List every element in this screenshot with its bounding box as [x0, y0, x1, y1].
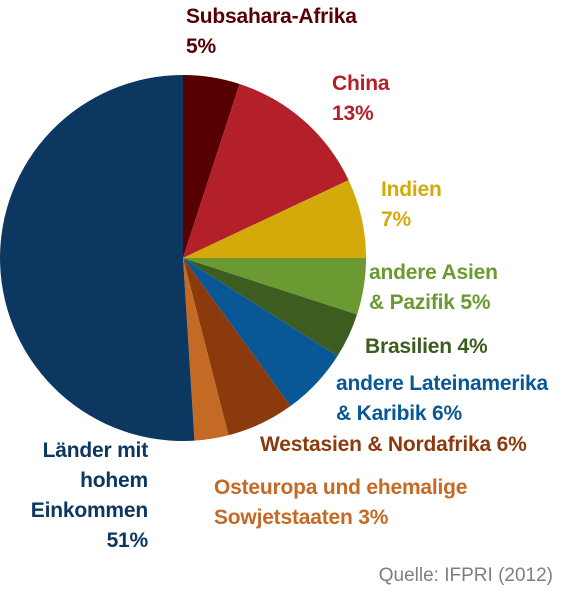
- slice-label-line: andere Lateinamerika: [336, 372, 548, 395]
- pie-slice-0: [183, 75, 240, 258]
- pie-slice-1: [183, 83, 349, 259]
- slice-label-line: Sowjetstaaten 3%: [214, 506, 389, 529]
- slice-label-line: & Pazifik 5%: [369, 291, 491, 314]
- slice-label-1: China 13%: [332, 69, 390, 129]
- pie-slice-8: [0, 75, 195, 442]
- slice-label-line: 13%: [332, 102, 374, 125]
- slice-label-line: 51%: [106, 529, 149, 552]
- slice-label-6: Westasien & Nordafrika 6%: [260, 430, 527, 460]
- slice-label-0: Subsahara-Afrika 5%: [186, 2, 357, 62]
- slice-label-line: hohem: [80, 469, 148, 492]
- slice-label-line: & Karibik 6%: [336, 402, 462, 425]
- slice-label-line: Subsahara-Afrika: [186, 5, 357, 28]
- slice-label-line: 7%: [381, 208, 411, 231]
- slice-label-4: Brasilien 4%: [365, 332, 488, 362]
- slice-label-line: China: [332, 72, 390, 95]
- slice-label-line: 5%: [186, 35, 216, 58]
- slice-label-line: Einkommen: [30, 499, 148, 522]
- pie-slice-7: [183, 258, 229, 441]
- slice-label-line: andere Asien: [369, 261, 498, 284]
- source-note: Quelle: IFPRI (2012): [378, 565, 553, 586]
- slice-label-line: Indien: [381, 178, 442, 201]
- slice-label-line: Osteuropa und ehemalige: [214, 476, 468, 499]
- pie-slice-2: [183, 180, 366, 258]
- slice-label-line: Länder mit: [42, 439, 149, 462]
- slice-label-2: Indien 7%: [381, 175, 442, 235]
- pie-slice-6: [183, 258, 291, 436]
- pie-slice-4: [183, 258, 358, 357]
- slice-label-line: Brasilien 4%: [365, 335, 488, 358]
- slice-label-8: Länder mit hohem Einkommen 51%: [0, 436, 148, 556]
- slice-label-7: Osteuropa und ehemalige Sowjetstaaten 3%: [214, 473, 467, 533]
- slice-label-3: andere Asien & Pazifik 5%: [369, 258, 498, 318]
- slice-label-line: Westasien & Nordafrika 6%: [260, 433, 527, 456]
- pie-slice-3: [183, 258, 366, 315]
- slice-label-5: andere Lateinamerika & Karibik 6%: [336, 369, 548, 429]
- pie-slice-5: [183, 258, 338, 407]
